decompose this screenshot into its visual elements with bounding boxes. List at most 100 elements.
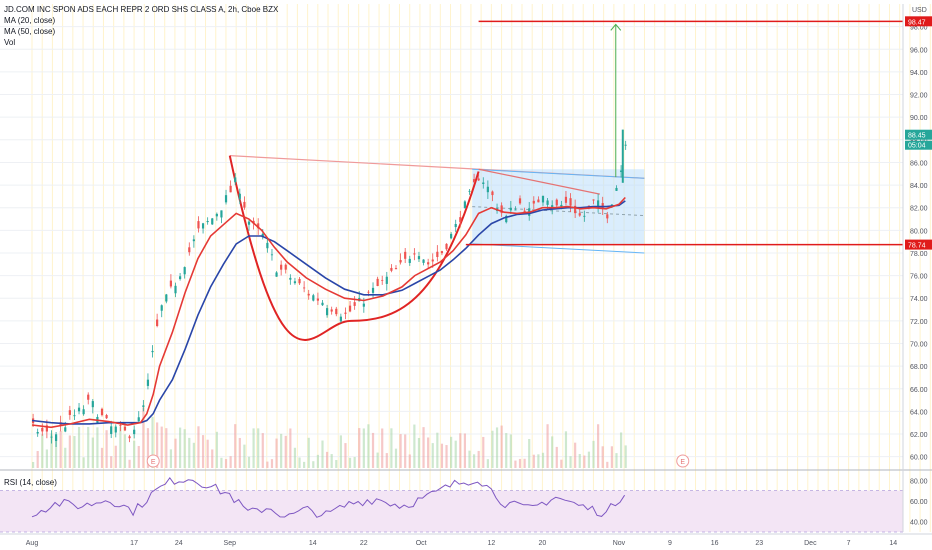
rsi-axis-tick: 60.00 [910, 499, 928, 506]
volume-bar [578, 454, 581, 468]
volume-bar [376, 452, 379, 468]
volume-bar [284, 435, 287, 468]
candle-body [445, 243, 448, 250]
volume-bar [312, 461, 315, 468]
candle-body [243, 201, 246, 208]
candle-body [197, 221, 200, 229]
time-axis-tick: Aug [26, 540, 39, 547]
volume-bar [59, 430, 62, 468]
price-axis-tick: 66.00 [910, 387, 928, 394]
candle-body [266, 242, 269, 249]
candle-body [606, 214, 609, 219]
candle-body [597, 200, 600, 209]
time-axis-tick: Nov [613, 540, 626, 547]
target-price-badge-text: 98.47 [908, 19, 926, 26]
time-axis-tick: 20 [539, 540, 547, 547]
candle-body [362, 303, 365, 307]
volume-bar [325, 451, 329, 468]
volume-bar [275, 438, 278, 468]
volume-bar [468, 450, 471, 468]
volume-bar [371, 432, 375, 468]
volume-bar [624, 445, 627, 468]
candle-body [183, 267, 186, 275]
candle-body [156, 319, 159, 327]
candle-body [36, 432, 39, 434]
candle-body [564, 196, 568, 203]
candle-body [215, 213, 218, 217]
candle-body [339, 316, 342, 322]
price-axis-tick: 82.00 [910, 206, 928, 213]
time-axis-tick: 17 [130, 540, 138, 547]
volume-bar [362, 428, 365, 468]
candle-body [192, 239, 195, 242]
candle-body [128, 436, 131, 439]
candle-body [569, 198, 572, 206]
countdown-badge-text: 05:04 [908, 143, 926, 150]
candle-body [105, 415, 108, 419]
volume-bar [257, 428, 260, 468]
candle-body [151, 350, 154, 353]
volume-bar [399, 434, 402, 468]
last-price-badge [905, 129, 932, 140]
volume-bar [574, 442, 577, 468]
volume-bar [615, 453, 618, 468]
volume-bar [459, 433, 462, 468]
rsi-pane [0, 476, 932, 535]
volume-bar [321, 440, 324, 468]
price-axis-tick: 62.00 [910, 432, 928, 439]
candle-body [165, 294, 168, 302]
candle-body [321, 302, 324, 306]
volume-bar [564, 431, 568, 468]
last-price-badge-text: 88.45 [908, 133, 926, 140]
candle-body [518, 198, 522, 204]
volume-bar [445, 445, 448, 468]
volume-bar [413, 424, 416, 468]
volume-bar [303, 461, 306, 468]
volume-bar [41, 434, 44, 468]
volume-bar [610, 446, 613, 468]
candle-body [367, 291, 370, 293]
candle-body [229, 185, 232, 193]
price-axis-tick: 76.00 [910, 274, 928, 281]
time-axis-tick: Sep [224, 540, 237, 547]
volume-bar [45, 449, 48, 468]
volume-bar [551, 436, 554, 468]
volume-bar [541, 452, 545, 468]
time-axis-tick: 24 [175, 540, 183, 547]
volume-bar [229, 456, 232, 468]
volume-bar [358, 428, 361, 468]
channel-box [472, 169, 645, 244]
candle-body [114, 426, 117, 433]
target-arrow-head [610, 23, 622, 31]
candle-body [289, 277, 292, 280]
volume-bar [367, 424, 370, 468]
volume-bar [528, 439, 531, 468]
candle-body [169, 280, 173, 287]
chart-title: JD.COM INC SPON ADS EACH REPR 2 ORD SHS … [4, 5, 279, 14]
volume-bar [36, 451, 39, 468]
candle-body [91, 401, 94, 408]
volume-bar [486, 459, 489, 468]
candle-body [500, 205, 503, 214]
volume-bar [123, 434, 127, 468]
volume-bar [224, 459, 228, 468]
earnings-marker [146, 454, 160, 468]
candle-body [234, 177, 237, 183]
volume-bar [238, 437, 241, 468]
legend-ma20: MA (20, close) [4, 16, 56, 25]
candle-body [348, 305, 352, 312]
volume-bar [165, 428, 168, 468]
candle-body [408, 258, 411, 263]
candle-body [491, 191, 494, 196]
volume-bar [436, 432, 439, 468]
candle-body [270, 254, 274, 256]
candle-body [178, 276, 182, 280]
volume-bar [335, 460, 338, 468]
time-axis-tick: 14 [309, 540, 317, 547]
candle-body [330, 309, 333, 312]
candle-body [624, 144, 627, 146]
price-axis-tick: 84.00 [910, 183, 928, 190]
volume-bar [454, 440, 457, 468]
candle-body [284, 264, 287, 270]
